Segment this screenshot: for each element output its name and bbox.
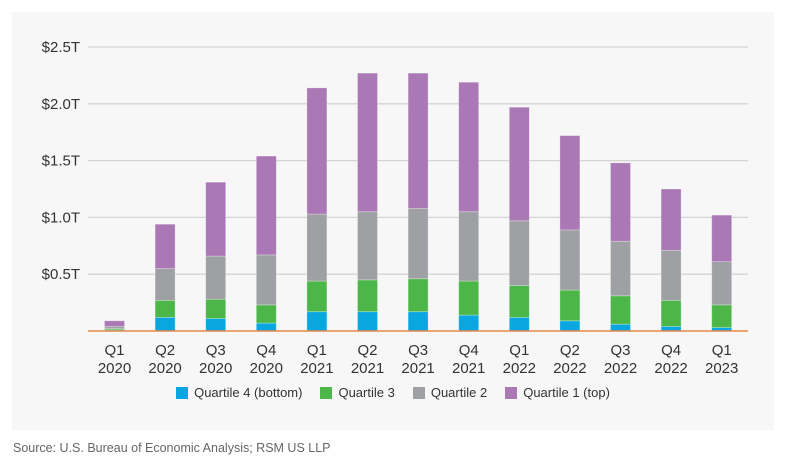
bar-segment <box>357 311 378 332</box>
bar-segment <box>711 304 733 328</box>
bar-segment <box>205 298 227 319</box>
bar-segment <box>205 318 227 332</box>
bar-segment <box>306 311 328 332</box>
x-tick-label: 2020 <box>148 360 181 377</box>
chart-panel <box>12 12 774 430</box>
legend-label: Quartile 1 (top) <box>523 385 610 400</box>
legend-label: Quartile 2 <box>430 385 488 400</box>
x-tick-label: Q3 <box>408 342 428 359</box>
legend-swatch <box>176 386 189 399</box>
bar-segment <box>255 254 277 306</box>
bar-segment <box>711 261 733 306</box>
x-tick-label: 2022 <box>503 360 536 377</box>
legend-item: Quartile 1 (top) <box>505 385 610 400</box>
legend-swatch <box>412 386 425 399</box>
x-tick-label: 2020 <box>250 360 283 377</box>
bar-segment <box>660 249 682 301</box>
y-tick-label: $1.0T <box>42 209 80 226</box>
bar-segment <box>154 268 176 301</box>
bar-segment <box>711 214 733 263</box>
bar-segment <box>610 323 631 332</box>
bar-segment <box>610 295 631 325</box>
legend-item: Quartile 3 <box>320 385 395 400</box>
bar-segment <box>357 72 378 213</box>
x-tick-label: Q1 <box>509 342 529 359</box>
y-tick-label: $1.5T <box>42 153 80 170</box>
bar-segment <box>407 311 429 332</box>
bar-segment <box>306 87 328 215</box>
bar-segment <box>154 316 176 332</box>
x-tick-label: 2022 <box>654 360 687 377</box>
bar-segment <box>610 162 631 242</box>
x-tick-label: Q1 <box>307 342 327 359</box>
bar-segment <box>458 314 480 332</box>
x-tick-label: Q2 <box>155 342 175 359</box>
bar-segment <box>508 285 530 318</box>
y-tick-label: $2.0T <box>42 96 80 113</box>
legend-label: Quartile 4 (bottom) <box>194 385 303 400</box>
x-tick-label: Q4 <box>661 342 681 359</box>
bar-segment <box>154 223 176 269</box>
bar-segment <box>559 229 581 291</box>
x-tick-label: Q2 <box>560 342 580 359</box>
bar-segment <box>407 278 429 313</box>
y-tick-label: $2.5T <box>42 39 80 56</box>
x-tick-label: 2020 <box>98 360 131 377</box>
x-tick-label: 2020 <box>199 360 232 377</box>
bar-segment <box>104 320 125 327</box>
bar-segment <box>559 320 581 332</box>
bar-segment <box>205 255 227 300</box>
bar-segment <box>508 316 530 332</box>
x-tick-label: Q3 <box>206 342 226 359</box>
bar-segment <box>255 304 277 324</box>
bar-segment <box>407 72 429 209</box>
x-tick-label: Q4 <box>256 342 276 359</box>
legend-item: Quartile 4 (bottom) <box>176 385 302 400</box>
x-tick-label: Q1 <box>712 342 732 359</box>
x-tick-label: 2022 <box>604 360 637 377</box>
x-tick-label: Q4 <box>459 342 479 359</box>
bar-segment <box>559 135 581 231</box>
legend-label: Quartile 3 <box>338 385 395 400</box>
legend-swatch <box>320 386 333 399</box>
bar-segment <box>255 155 277 256</box>
bar-segment <box>306 213 328 282</box>
x-tick-label: Q2 <box>357 342 377 359</box>
legend-swatch <box>505 386 518 399</box>
x-tick-label: 2023 <box>705 360 738 377</box>
x-tick-label: 2021 <box>452 360 485 377</box>
x-tick-label: Q1 <box>104 342 124 359</box>
bar-segment <box>559 289 581 322</box>
x-tick-label: Q3 <box>610 342 630 359</box>
bar-segment <box>255 322 277 332</box>
bar-segment <box>357 211 378 281</box>
bar-segment <box>660 299 682 327</box>
bar-segment <box>458 211 480 282</box>
bar-segment <box>154 299 176 318</box>
x-tick-label: 2021 <box>351 360 384 377</box>
y-tick-label: $0.5T <box>42 266 80 283</box>
bar-segment <box>508 106 530 222</box>
bar-segment <box>458 81 480 213</box>
bar-segment <box>508 220 530 286</box>
bar-segment <box>306 280 328 313</box>
x-tick-label: 2021 <box>401 360 434 377</box>
x-tick-label: 2022 <box>553 360 586 377</box>
bar-segment <box>610 240 631 297</box>
bar-segment <box>205 181 227 257</box>
bar-segment <box>660 188 682 251</box>
x-tick-label: 2021 <box>300 360 333 377</box>
source-note: Source: U.S. Bureau of Economic Analysis… <box>13 441 331 455</box>
bar-segment <box>458 280 480 316</box>
legend-item: Quartile 2 <box>412 385 488 400</box>
bar-segment <box>407 207 429 280</box>
legend: Quartile 4 (bottom) Quartile 3 Quartile 2 Q… <box>0 385 786 400</box>
bar-segment <box>357 279 378 313</box>
